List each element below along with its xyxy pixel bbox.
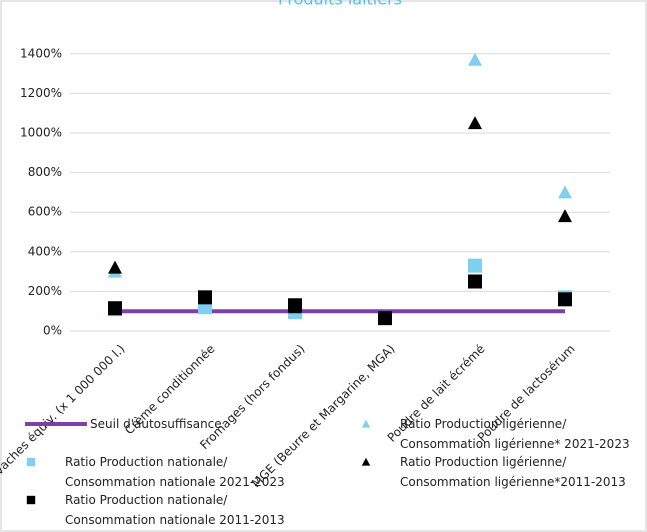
point (378, 311, 392, 326)
point (108, 301, 122, 316)
point (558, 292, 572, 307)
y-tick-label: 800% (28, 165, 62, 179)
y-tick-label: 600% (28, 205, 62, 219)
point (558, 185, 572, 199)
point (288, 298, 302, 313)
chart-title: Produits laitiers (278, 0, 402, 9)
y-tick-label: 400% (28, 244, 62, 258)
legend-label: Seuil d'autosuffisance (90, 417, 222, 431)
point (108, 260, 122, 274)
x-tick-label: Fromages (hors fondus) (197, 342, 307, 452)
legend-label: Ratio Production ligérienne/ Consommatio… (400, 417, 630, 451)
legend-symbol (26, 495, 36, 505)
point (468, 116, 482, 130)
legend-marker (361, 419, 371, 428)
point (558, 209, 572, 223)
legend-label: Ratio Production nationale/ Consommation… (65, 493, 285, 527)
y-tick-label: 1200% (20, 86, 62, 100)
y-tick-label: 200% (28, 284, 62, 298)
legend-label: Ratio Production nationale/ Consommation… (65, 455, 285, 489)
legend-symbol (26, 457, 36, 467)
y-tick-label: 0% (43, 324, 62, 338)
y-tick-label: 1400% (20, 46, 62, 60)
y-tick-label: 1000% (20, 126, 62, 140)
legend-label: Ratio Production ligérienne/ Consommatio… (400, 455, 626, 489)
legend-symbol (361, 419, 371, 428)
legend-symbol (361, 457, 371, 466)
legend-marker (361, 457, 371, 466)
point (468, 52, 482, 66)
point (198, 290, 212, 305)
point (468, 258, 482, 273)
legend-marker (26, 457, 36, 467)
legend-marker (26, 495, 36, 505)
point (468, 274, 482, 289)
